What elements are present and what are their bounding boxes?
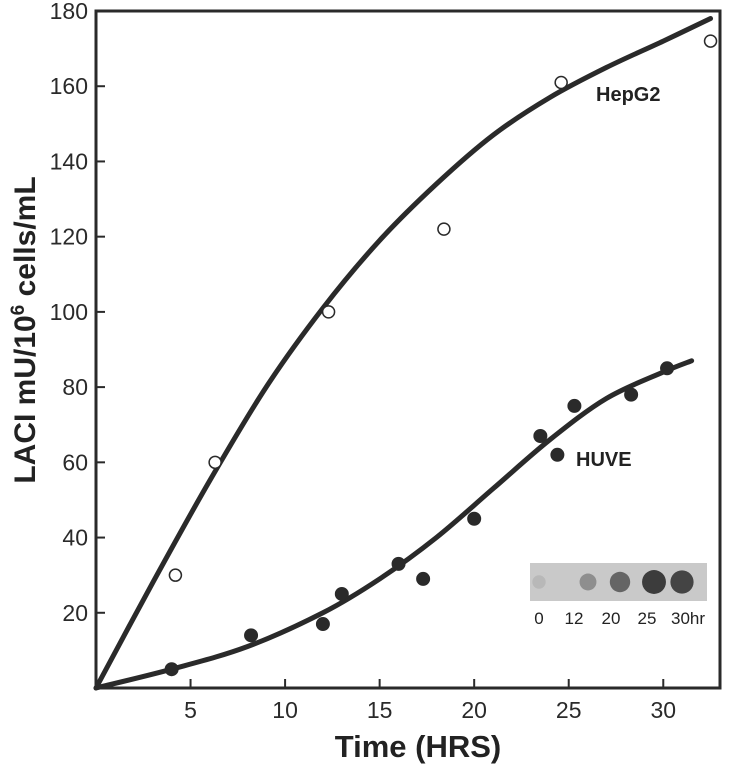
data-point-huve bbox=[391, 556, 406, 571]
y-axis-title-unit: cells/mL bbox=[9, 176, 42, 304]
x-tick-label: 25 bbox=[556, 697, 582, 723]
fit-curve-huve bbox=[93, 358, 695, 691]
series-label-huve: HUVE bbox=[576, 449, 632, 471]
data-point-huve bbox=[567, 398, 582, 413]
inset-label: 25 bbox=[638, 609, 657, 628]
y-tick-label: 120 bbox=[50, 224, 88, 250]
inset-spot bbox=[670, 570, 694, 594]
x-axis-ticks: 5 10 15 20 25 30 bbox=[184, 679, 676, 723]
y-tick-label: 20 bbox=[62, 600, 88, 626]
inset-spot bbox=[609, 571, 631, 593]
y-tick-label: 180 bbox=[50, 0, 88, 24]
plot-frame bbox=[94, 9, 722, 690]
y-axis-title-main: LACI mU/10 bbox=[9, 315, 42, 483]
fit-curves bbox=[93, 16, 714, 691]
x-tick-label: 20 bbox=[461, 697, 487, 723]
inset-label: 20 bbox=[602, 609, 621, 628]
data-point-huve bbox=[164, 662, 179, 677]
data-point-hepg2 bbox=[703, 34, 718, 48]
fit-curve-hepg2 bbox=[93, 16, 714, 691]
data-point-hepg2 bbox=[168, 568, 183, 582]
series-label-hepg2: HepG2 bbox=[596, 84, 660, 106]
x-tick-label: 30 bbox=[650, 697, 676, 723]
y-axis-ticks: 20 40 60 80 100 120 140 160 180 bbox=[50, 0, 105, 626]
y-tick-label: 40 bbox=[62, 525, 88, 551]
y-tick-label: 60 bbox=[62, 449, 88, 475]
y-tick-label: 100 bbox=[50, 299, 88, 325]
data-point-huve bbox=[660, 361, 675, 376]
y-tick-label: 80 bbox=[62, 374, 88, 400]
x-axis-title: Time (HRS) bbox=[335, 729, 502, 764]
data-point-hepg2 bbox=[321, 305, 336, 319]
data-point-huve bbox=[550, 447, 565, 462]
inset-label: 30hr bbox=[671, 609, 705, 628]
x-tick-label: 5 bbox=[184, 697, 197, 723]
y-axis-title-superscript: 6 bbox=[8, 305, 29, 316]
data-point-huve bbox=[416, 571, 431, 586]
data-point-hepg2 bbox=[437, 222, 451, 236]
inset-spot bbox=[642, 570, 666, 594]
y-tick-label: 160 bbox=[50, 73, 88, 99]
axes bbox=[94, 9, 722, 690]
data-points bbox=[164, 34, 718, 677]
inset-label: 0 bbox=[534, 609, 543, 628]
y-tick-label: 140 bbox=[50, 148, 88, 174]
data-point-hepg2 bbox=[554, 75, 568, 90]
inset-spot bbox=[579, 573, 597, 591]
data-point-huve bbox=[533, 429, 548, 444]
data-point-huve bbox=[467, 511, 482, 526]
data-point-hepg2 bbox=[208, 455, 222, 470]
inset-blot: 0 12 20 25 30hr bbox=[530, 563, 707, 628]
data-point-huve bbox=[624, 387, 639, 402]
data-point-huve bbox=[244, 628, 259, 643]
data-point-huve bbox=[315, 617, 330, 632]
x-tick-label: 10 bbox=[272, 697, 298, 723]
data-point-huve bbox=[334, 586, 349, 601]
inset-spot bbox=[532, 575, 546, 589]
inset-label: 12 bbox=[565, 609, 584, 628]
y-axis-title: LACI mU/106 cells/mL bbox=[8, 176, 42, 483]
x-tick-label: 15 bbox=[367, 697, 393, 723]
